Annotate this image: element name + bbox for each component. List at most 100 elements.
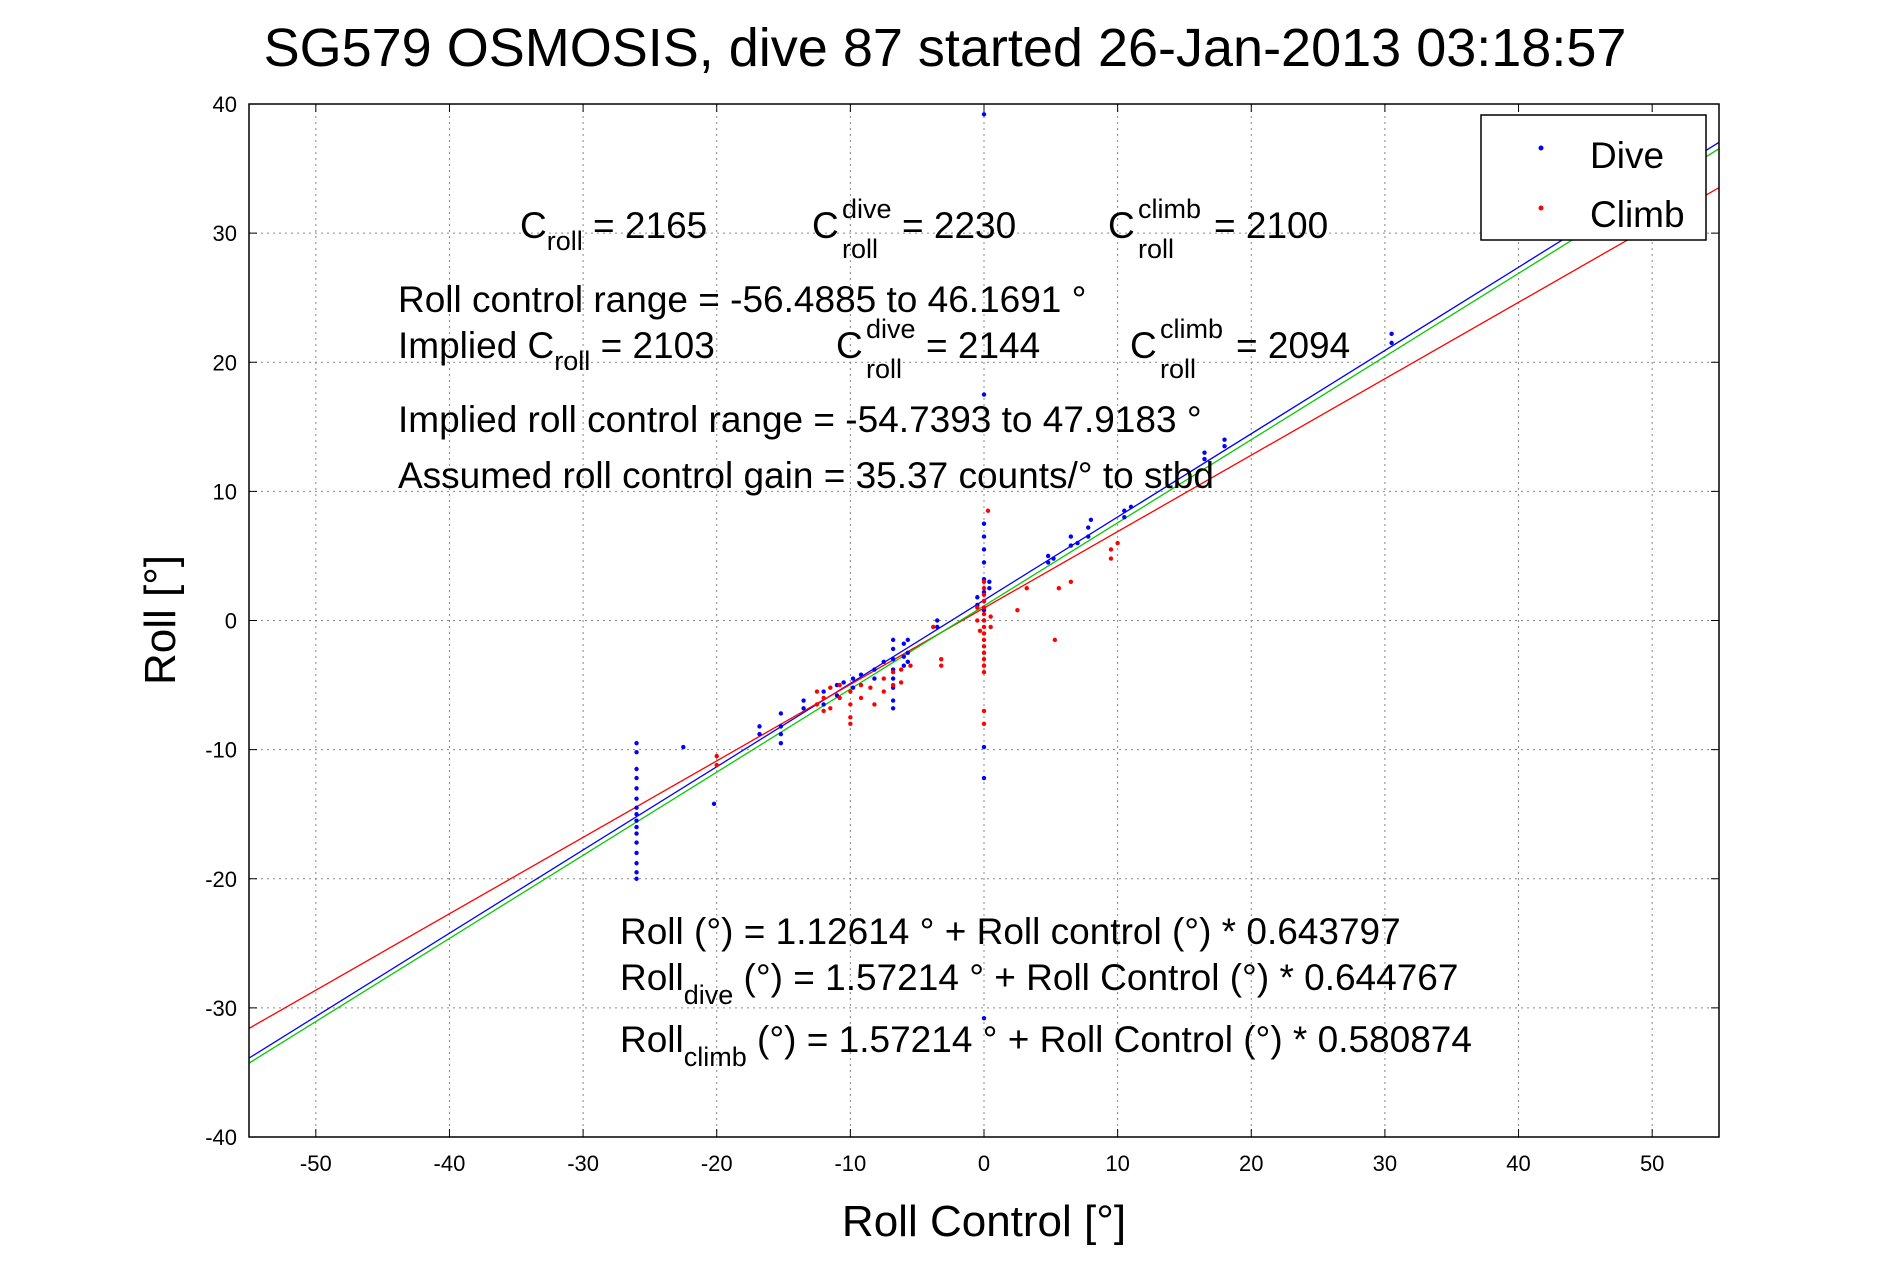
implied-c-roll-subscript: roll: [554, 346, 590, 376]
y-tick-label: 0: [225, 609, 237, 634]
climb-point: [977, 628, 983, 634]
x-tick-label: 20: [1239, 1151, 1263, 1176]
svg-text:Implied Croll = 2103: Implied Croll = 2103: [398, 325, 715, 376]
dive-point: [634, 811, 639, 817]
dive-point: [634, 750, 639, 755]
implied-constants: Implied Croll = 2103 C dive roll = 2144 …: [398, 314, 1350, 384]
dive-point: [1068, 534, 1074, 539]
implied-c-roll-climb-value: = 2094: [1236, 325, 1350, 366]
dive-point: [778, 711, 784, 716]
legend-climb-marker: [1538, 205, 1544, 211]
axis-ticks: -50 -40 -30 -20 -10 0 10 20 30 40 50 -40 -30 -20 -10 0 1…: [205, 92, 1719, 1176]
dive-point: [778, 724, 784, 729]
climb-point: [1056, 586, 1062, 591]
implied-c-roll-climb-superscript: climb: [1160, 314, 1223, 344]
dive-point: [905, 659, 911, 665]
fit-equation-dive: Rolldive (°) = 1.57214 ° + Roll Control …: [620, 957, 1458, 1010]
dive-point: [841, 680, 846, 685]
dive-point: [987, 579, 992, 584]
climb-point: [981, 663, 987, 668]
dive-point: [778, 740, 784, 746]
dive-point: [1045, 553, 1051, 559]
implied-roll-control-range: Implied roll control range = -54.7393 to…: [398, 399, 1202, 440]
climb-point: [985, 508, 991, 513]
climb-point: [1115, 540, 1120, 546]
dive-point: [1202, 450, 1207, 455]
climb-point: [858, 695, 864, 701]
climb-point: [821, 708, 826, 714]
dive-point: [1086, 525, 1091, 530]
y-tick-label: -40: [205, 1125, 237, 1150]
dive-point: [850, 685, 856, 690]
dive-point: [634, 786, 639, 791]
climb-point: [981, 618, 987, 623]
dive-point: [757, 731, 762, 737]
legend-dive-marker: [1538, 145, 1544, 151]
climb-point: [828, 685, 833, 690]
dive-point: [1045, 560, 1051, 565]
dive-point: [778, 731, 784, 737]
dive-point: [1075, 540, 1080, 546]
fit-equation-dive-rest: (°) = 1.57214 ° + Roll Control (°) * 0.6…: [733, 957, 1458, 998]
y-tick-label: 40: [213, 92, 237, 117]
climb-point: [981, 586, 987, 591]
x-tick-label: 30: [1373, 1151, 1397, 1176]
dive-point: [1086, 534, 1091, 539]
dive-point: [801, 706, 806, 711]
x-tick-label: -40: [434, 1151, 466, 1176]
implied-c-roll-dive-value: = 2144: [926, 325, 1040, 366]
climb-point: [981, 650, 987, 655]
dive-point: [935, 624, 940, 630]
climb-point: [981, 598, 987, 604]
dive-point: [821, 702, 826, 707]
implied-c-roll-dive-symbol: C: [836, 325, 863, 366]
climb-point: [828, 706, 833, 711]
dive-point: [634, 850, 639, 856]
chart-title: SG579 OSMOSIS, dive 87 started 26-Jan-20…: [264, 18, 1627, 78]
climb-point: [931, 624, 936, 630]
legend-box: [1480, 114, 1707, 241]
dive-point: [1122, 508, 1127, 513]
climb-point: [981, 611, 987, 617]
climb-point: [848, 721, 853, 726]
y-tick-label: -30: [205, 996, 237, 1021]
dive-point: [1128, 504, 1134, 510]
climb-point: [981, 637, 987, 643]
dive-point: [1222, 443, 1227, 449]
dive-point: [681, 744, 686, 750]
fit-equation-dive-main: Roll: [620, 957, 684, 998]
svg-text:C: C: [1108, 205, 1135, 246]
climb-point: [898, 667, 904, 672]
c-roll-climb-superscript: climb: [1138, 194, 1201, 224]
climb-point: [1015, 607, 1020, 613]
climb-point: [939, 657, 944, 662]
dive-point: [890, 637, 896, 643]
dive-point: [890, 657, 896, 662]
implied-c-roll-dive-subscript: roll: [866, 354, 902, 384]
c-roll-climb-value: = 2100: [1214, 205, 1328, 246]
climb-point: [981, 708, 987, 714]
dive-point: [872, 676, 877, 681]
c-roll-value: = 2165: [583, 205, 707, 246]
assumed-roll-control-gain: Assumed roll control gain = 35.37 counts…: [398, 455, 1214, 496]
dive-point: [634, 876, 639, 881]
implied-c-roll-value: = 2103: [590, 325, 714, 366]
fit-equation-dive-subscript: dive: [684, 980, 734, 1010]
dive-point: [881, 659, 886, 665]
y-tick-label: -10: [205, 738, 237, 763]
climb-point: [848, 702, 853, 707]
climb-point: [814, 689, 820, 694]
c-roll-dive-value: = 2230: [902, 205, 1016, 246]
dive-point: [981, 560, 987, 565]
c-roll-dive-superscript: dive: [842, 194, 892, 224]
climb-point: [908, 663, 913, 668]
dive-point: [1222, 437, 1227, 442]
x-tick-label: 0: [978, 1151, 990, 1176]
climb-point: [1052, 637, 1058, 643]
climb-point: [981, 644, 987, 649]
y-tick-label: 10: [213, 479, 237, 504]
climb-point: [981, 631, 987, 636]
climb-point: [848, 689, 853, 694]
c-roll-symbol: C: [520, 205, 547, 246]
climb-point: [975, 605, 980, 610]
